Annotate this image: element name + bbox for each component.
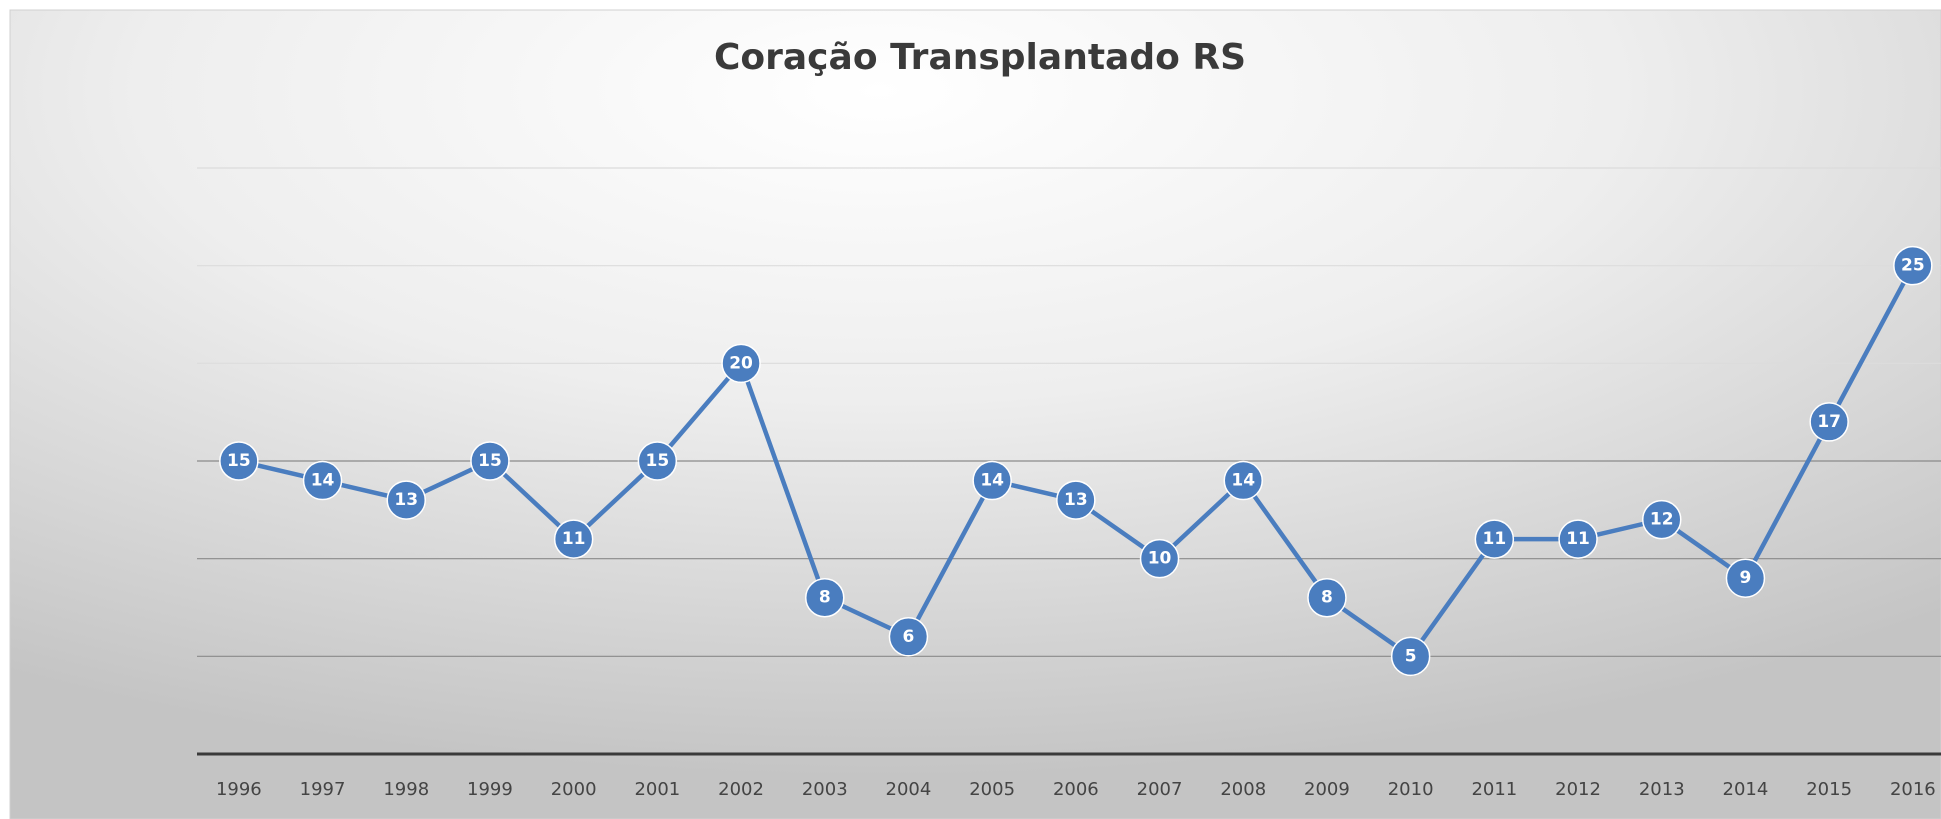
data-point bbox=[1893, 245, 1933, 286]
data-label: 6 bbox=[903, 627, 915, 647]
x-tick-label: 2011 bbox=[1471, 779, 1517, 800]
data-point bbox=[1809, 402, 1849, 442]
data-point bbox=[1223, 460, 1263, 501]
data-label: 14 bbox=[1231, 471, 1255, 491]
data-point bbox=[386, 480, 426, 520]
x-tick-label: 2005 bbox=[969, 779, 1015, 800]
data-point bbox=[888, 617, 929, 657]
data-label: 12 bbox=[1650, 510, 1674, 530]
x-tick-label: 2000 bbox=[551, 779, 597, 800]
data-label: 10 bbox=[1148, 549, 1172, 569]
data-label: 14 bbox=[311, 471, 335, 491]
data-label: 9 bbox=[1740, 568, 1752, 588]
data-point bbox=[1642, 499, 1682, 540]
x-tick-label: 1998 bbox=[383, 779, 429, 800]
x-tick-label: 2003 bbox=[802, 779, 848, 800]
x-tick-label: 2009 bbox=[1304, 779, 1350, 800]
data-point bbox=[637, 441, 678, 481]
data-label: 20 bbox=[729, 353, 753, 373]
data-point bbox=[805, 577, 845, 618]
data-point bbox=[1390, 636, 1431, 677]
chart-background bbox=[9, 9, 1941, 819]
data-point bbox=[1056, 480, 1096, 520]
x-tick-label: 2013 bbox=[1639, 779, 1685, 800]
data-label: 5 bbox=[1405, 646, 1417, 666]
x-tick-label: 2007 bbox=[1137, 779, 1183, 800]
x-tick-label: 2006 bbox=[1053, 779, 1099, 800]
data-point bbox=[1307, 577, 1347, 618]
data-label: 8 bbox=[1321, 588, 1333, 608]
data-point bbox=[1558, 519, 1598, 559]
data-label: 14 bbox=[980, 471, 1004, 491]
x-tick-label: 2016 bbox=[1890, 779, 1936, 800]
x-tick-label: 2008 bbox=[1220, 779, 1266, 800]
data-point bbox=[1725, 558, 1766, 598]
data-label: 15 bbox=[478, 451, 502, 471]
data-label: 11 bbox=[1483, 529, 1507, 549]
x-tick-label: 2001 bbox=[634, 779, 680, 800]
data-point bbox=[219, 441, 259, 481]
data-label: 15 bbox=[646, 451, 670, 471]
data-point bbox=[721, 343, 761, 384]
x-tick-label: 1996 bbox=[216, 779, 262, 800]
data-point bbox=[1474, 519, 1515, 559]
x-tick-label: 2002 bbox=[718, 779, 764, 800]
x-tick-label: 2014 bbox=[1723, 779, 1769, 800]
data-label: 13 bbox=[1064, 490, 1088, 510]
data-label: 25 bbox=[1901, 256, 1925, 276]
x-tick-label: 2015 bbox=[1806, 779, 1852, 800]
data-point bbox=[302, 460, 343, 501]
x-tick-label: 2004 bbox=[886, 779, 932, 800]
data-label: 15 bbox=[227, 451, 251, 471]
chart-title: Coração Transplantado RS bbox=[714, 37, 1246, 78]
data-label: 11 bbox=[1566, 529, 1590, 549]
data-label: 8 bbox=[819, 588, 831, 608]
data-point bbox=[470, 441, 510, 481]
x-tick-label: 2012 bbox=[1555, 779, 1601, 800]
data-label: 17 bbox=[1817, 412, 1841, 432]
data-point bbox=[972, 460, 1012, 501]
x-tick-label: 2010 bbox=[1388, 779, 1434, 800]
data-label: 13 bbox=[394, 490, 418, 510]
data-label: 11 bbox=[562, 529, 586, 549]
data-point bbox=[553, 519, 594, 559]
x-tick-label: 1997 bbox=[300, 779, 346, 800]
x-tick-label: 1999 bbox=[467, 779, 513, 800]
data-point bbox=[1139, 538, 1180, 579]
